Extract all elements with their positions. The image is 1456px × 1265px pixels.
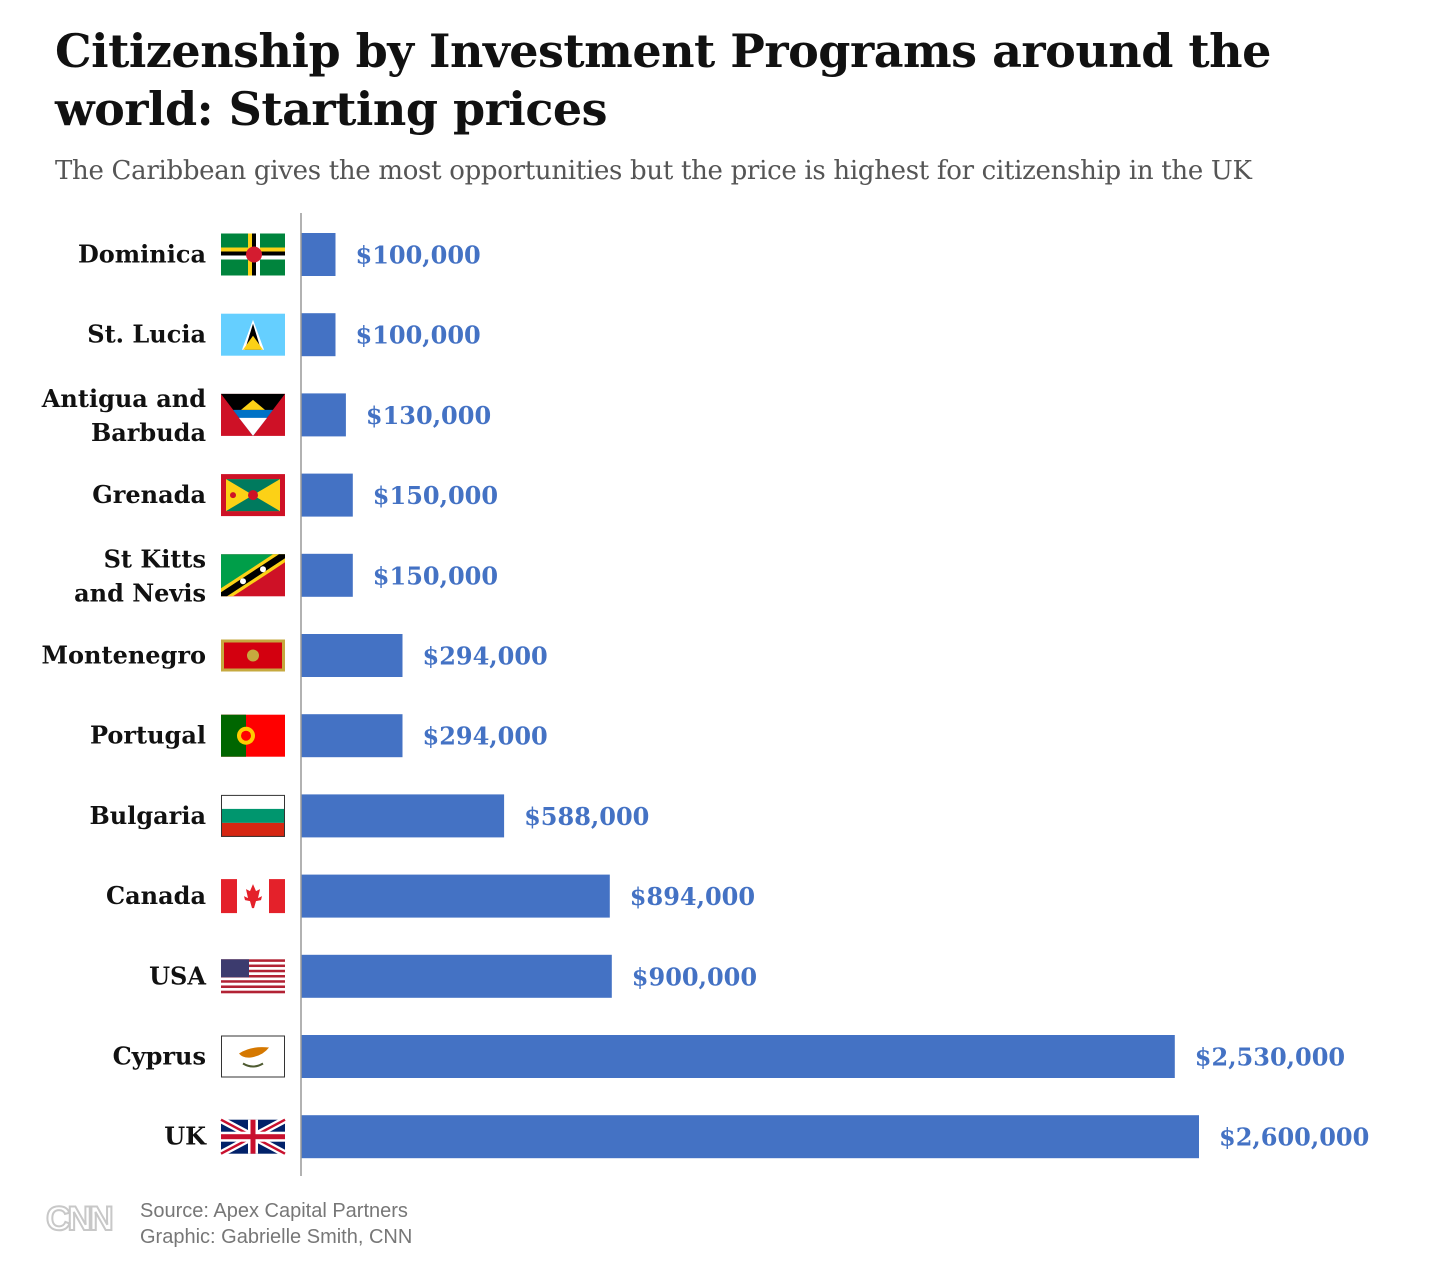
value-label: $150,000 (373, 481, 498, 510)
bar (301, 473, 353, 517)
cnn-logo: CNN (45, 1199, 115, 1239)
bar (301, 233, 336, 276)
chart-subtitle: The Caribbean gives the most opportuniti… (55, 156, 1252, 186)
chart-title: Citizenship by Investment Programs aroun… (55, 24, 1271, 136)
antigua-flag-icon (221, 393, 285, 436)
cyprus-flag-icon (221, 1035, 285, 1078)
value-label: $100,000 (356, 321, 481, 350)
bar (301, 794, 505, 838)
bar (301, 874, 610, 918)
bar (301, 1035, 1175, 1078)
bar (301, 954, 612, 998)
st-lucia-flag-icon (221, 313, 285, 356)
canada-flag-icon (221, 879, 285, 914)
bar (301, 553, 353, 597)
st-kitts-flag-icon (221, 554, 285, 597)
bar (301, 714, 403, 758)
grenada-flag-icon (221, 474, 285, 517)
portugal-flag-icon (221, 714, 285, 757)
category-label: USA (149, 961, 206, 990)
category-label: Barbuda (91, 418, 206, 447)
category-label: Dominica (78, 240, 206, 269)
bulgaria-flag-icon (221, 794, 285, 837)
category-label: Antigua and (41, 384, 206, 413)
category-label: St. Lucia (87, 320, 206, 349)
uk-flag-icon (219, 1116, 287, 1157)
value-label: $294,000 (423, 642, 548, 671)
category-label: UK (164, 1122, 207, 1151)
source-credits: Source: Apex Capital Partners Graphic: G… (140, 1198, 412, 1250)
category-label: and Nevis (74, 578, 206, 607)
value-label: $130,000 (366, 401, 491, 430)
value-label: $900,000 (632, 962, 757, 991)
category-label: Portugal (90, 721, 206, 750)
bar (301, 313, 336, 357)
bar (301, 393, 346, 437)
usa-flag-icon (221, 959, 285, 994)
dominica-flag-icon (221, 233, 285, 276)
value-label: $2,600,000 (1219, 1123, 1369, 1152)
category-label: Canada (106, 881, 206, 910)
source-line: Source: Apex Capital Partners (140, 1200, 408, 1222)
category-label: Cyprus (113, 1042, 206, 1071)
value-label: $894,000 (630, 882, 755, 911)
value-label: $150,000 (373, 561, 498, 590)
bar (301, 1115, 1199, 1159)
value-label: $588,000 (524, 802, 649, 831)
category-label: Grenada (92, 480, 206, 509)
montenegro-flag-icon (221, 639, 285, 672)
category-label: St Kitts (104, 544, 206, 573)
bar (301, 634, 403, 677)
graphic-line: Graphic: Gabrielle Smith, CNN (140, 1226, 413, 1248)
value-label: $2,530,000 (1195, 1043, 1345, 1072)
value-label: $100,000 (356, 241, 481, 270)
value-label: $294,000 (423, 722, 548, 751)
category-label: Montenegro (41, 641, 206, 670)
category-label: Bulgaria (90, 801, 207, 830)
